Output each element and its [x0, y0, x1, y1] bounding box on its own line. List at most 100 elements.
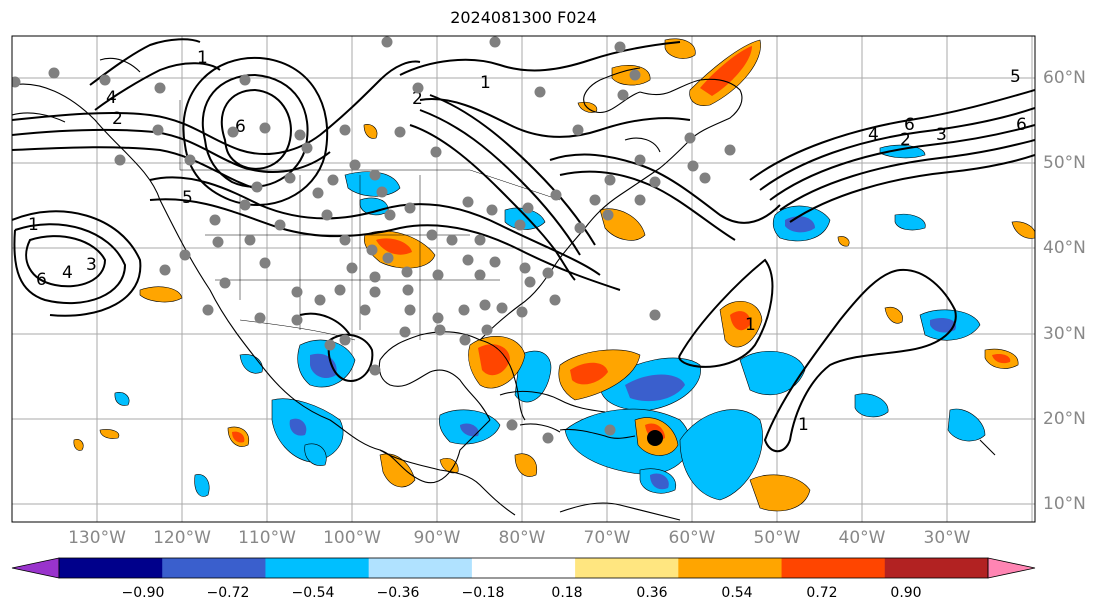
contour-label: 3 [86, 255, 97, 275]
station-dot [359, 304, 371, 316]
colorbar-outline [58, 557, 989, 579]
station-dot [550, 189, 562, 201]
station-dot [514, 219, 526, 231]
colorbar-label: 0.54 [721, 585, 753, 601]
contour-label: 2 [112, 109, 123, 129]
tick-lat: 60°N [1043, 68, 1086, 88]
station-dot [458, 304, 470, 316]
colorbar-label: −0.72 [206, 585, 250, 601]
station-dot [369, 286, 381, 298]
station-dot [259, 257, 271, 269]
station-dot [369, 271, 381, 283]
colorbar-segment [884, 558, 989, 578]
contour-label: 4 [868, 125, 879, 145]
negative-anomaly-strong [289, 216, 956, 490]
station-dot [301, 142, 313, 154]
station-dot [687, 160, 699, 172]
contour-label: 1 [480, 73, 491, 93]
station-dot [346, 262, 358, 274]
colorbar-segment [678, 558, 783, 578]
tick-lat: 10°N [1043, 494, 1086, 514]
station-dot [446, 234, 458, 246]
colorbar-segment [368, 558, 473, 578]
station-dot [459, 334, 471, 346]
station-markers [12, 36, 736, 444]
station-dot [209, 214, 221, 226]
station-dot [604, 174, 616, 186]
tick-lon: 60°W [668, 528, 716, 548]
station-dot [254, 312, 266, 324]
tick-lon: 50°W [753, 528, 801, 548]
contour-label: 3 [936, 125, 947, 145]
station-dot [312, 187, 324, 199]
station-dot [549, 294, 561, 306]
station-dot [404, 304, 416, 316]
station-dot [48, 67, 60, 79]
station-dot [402, 284, 414, 296]
station-dot [724, 144, 736, 156]
station-dot [239, 199, 251, 211]
station-dot [244, 234, 256, 246]
station-dot [412, 82, 424, 94]
station-dot [430, 146, 442, 158]
colorbar-label: 0.36 [636, 585, 668, 601]
station-dot [202, 304, 214, 316]
station-dot [212, 236, 224, 248]
station-dot [524, 276, 536, 288]
station-dot [321, 209, 333, 221]
contour-label: 6 [1016, 115, 1027, 135]
station-dot [486, 204, 498, 216]
tick-lon: 80°W [498, 528, 546, 548]
colorbar-label: 0.90 [890, 585, 922, 601]
station-dot [434, 324, 446, 336]
station-dot [401, 266, 413, 278]
station-dot [324, 339, 336, 351]
political-borders [179, 100, 561, 341]
contour-label-group: 1 6 4 3 4 2 6 5 1 1 2 5 6 4 3 2 6 1 1 [28, 48, 1027, 435]
contour-label: 5 [182, 188, 193, 208]
tick-lat: 50°N [1043, 153, 1086, 173]
colorbar-segment [59, 558, 163, 578]
colorbar-segment [781, 558, 886, 578]
station-dot [339, 334, 351, 346]
tick-lon: 90°W [413, 528, 461, 548]
station-dot [432, 312, 444, 324]
station-dot [426, 229, 438, 241]
station-dot [519, 262, 531, 274]
station-dot [574, 222, 586, 234]
colorbar-label: 0.18 [551, 585, 583, 601]
station-dot [604, 424, 616, 436]
station-dot [516, 306, 528, 318]
tick-lat: 20°N [1043, 409, 1086, 429]
tick-lon: 110°W [238, 528, 296, 548]
map-frame [11, 35, 1036, 523]
contour-label: 1 [28, 215, 39, 235]
station-dot [369, 364, 381, 376]
tick-lon: 100°W [323, 528, 381, 548]
station-dot [522, 202, 534, 214]
station-dot [572, 124, 584, 136]
station-dot [334, 284, 346, 296]
map-figure: 1 6 4 3 4 2 6 5 1 1 2 5 6 4 3 2 6 1 1 [11, 35, 1036, 523]
tick-lon: 130°W [68, 528, 126, 548]
station-dot [602, 209, 614, 221]
station-dot [369, 169, 381, 181]
station-dot [496, 302, 508, 314]
station-dot [339, 124, 351, 136]
station-dot [219, 277, 231, 289]
station-dot [227, 126, 239, 138]
station-dot [184, 154, 196, 166]
station-dot [384, 209, 396, 221]
station-dot [154, 82, 166, 94]
station-dot [381, 36, 393, 48]
contour-label: 6 [904, 115, 915, 135]
contour-lines [12, 38, 1035, 453]
tick-lat: 40°N [1043, 238, 1086, 258]
station-dot [649, 309, 661, 321]
station-dot [506, 419, 518, 431]
station-dot [481, 324, 493, 336]
colorbar-label: −0.54 [291, 585, 335, 601]
station-dot [462, 254, 474, 266]
station-dot [432, 269, 444, 281]
station-dot [589, 194, 601, 206]
